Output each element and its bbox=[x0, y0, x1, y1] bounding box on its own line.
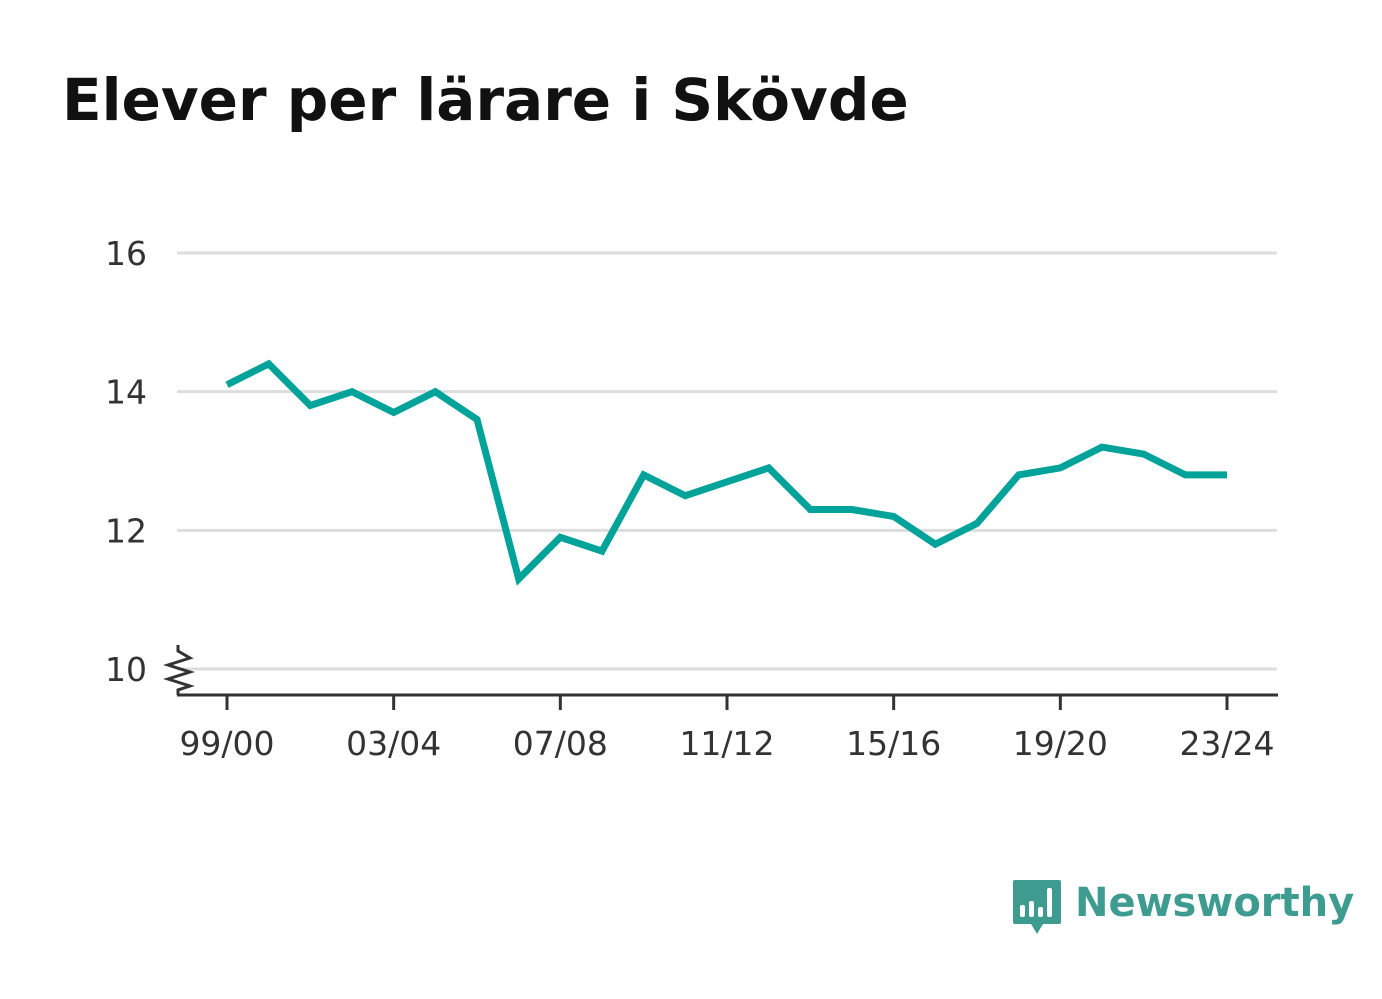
brand-name: Newsworthy bbox=[1075, 880, 1355, 926]
x-tick-label-11-12: 11/12 bbox=[679, 724, 774, 763]
bar-chart-speech-bubble-icon bbox=[1013, 880, 1061, 934]
y-tick-label-10: 10 bbox=[105, 650, 147, 689]
x-tick-label-03-04: 03/04 bbox=[346, 724, 441, 763]
x-tick-label-99-00: 99/00 bbox=[179, 724, 274, 763]
x-tick-label-15-16: 15/16 bbox=[846, 724, 941, 763]
x-tick-label-07-08: 07/08 bbox=[513, 724, 608, 763]
x-tick-label-23-24: 23/24 bbox=[1179, 724, 1274, 763]
y-tick-label-14: 14 bbox=[105, 373, 147, 412]
y-axis: 10 12 14 16 bbox=[105, 234, 195, 695]
gridlines bbox=[177, 251, 1277, 671]
x-axis: 99/00 03/04 07/08 11/12 15/16 19/20 23/24 bbox=[177, 693, 1278, 763]
x-tick-label-19-20: 19/20 bbox=[1013, 724, 1108, 763]
chart-title: Elever per lärare i Skövde bbox=[62, 66, 909, 134]
series-line-0 bbox=[225, 359, 1227, 586]
y-tick-label-16: 16 bbox=[105, 234, 147, 273]
axis-break-icon bbox=[163, 645, 195, 695]
series bbox=[225, 359, 1227, 586]
y-tick-label-12: 12 bbox=[105, 511, 147, 550]
brand-logo: Newsworthy bbox=[1011, 878, 1354, 940]
